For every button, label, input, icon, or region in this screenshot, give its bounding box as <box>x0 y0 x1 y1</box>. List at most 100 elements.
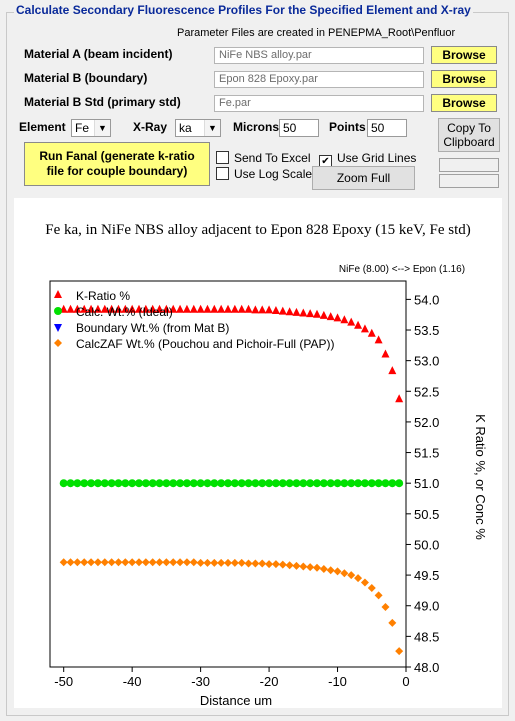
data-point <box>360 324 369 333</box>
legend-entry: K-Ratio % <box>76 289 130 303</box>
material-b-std-file-field[interactable]: Fe.par <box>214 95 424 112</box>
y-tick-label: 52.5 <box>414 384 439 399</box>
use-log-scale-checkbox[interactable]: Use Log Scale <box>216 167 312 181</box>
data-point <box>182 558 191 567</box>
data-point <box>128 479 137 488</box>
material-a-browse-button[interactable]: Browse <box>431 46 497 64</box>
data-point <box>292 307 301 316</box>
material-b-file-field[interactable]: Epon 828 Epoxy.par <box>214 71 424 88</box>
data-point <box>237 558 246 567</box>
data-point <box>73 304 82 313</box>
data-point <box>367 479 376 488</box>
data-point <box>381 349 390 358</box>
zoom-full-button[interactable]: Zoom Full <box>312 166 415 190</box>
data-point <box>326 566 335 575</box>
y-tick-label: 49.0 <box>414 599 439 614</box>
run-button-line2: file for couple boundary) <box>46 164 188 178</box>
material-b-browse-button[interactable]: Browse <box>431 70 497 88</box>
data-point <box>313 479 321 488</box>
send-to-excel-label: Send To Excel <box>234 151 311 165</box>
data-point <box>265 479 274 488</box>
parameter-files-note: Parameter Files are created in PENEPMA_R… <box>177 27 456 39</box>
data-point <box>271 306 280 315</box>
legend-marker <box>54 324 62 332</box>
element-select[interactable]: Fe ▼ <box>71 119 111 137</box>
data-point <box>217 304 226 313</box>
points-label: Points <box>329 120 366 134</box>
data-point <box>141 479 150 488</box>
chart-xlabel: Distance um <box>200 693 272 708</box>
data-point <box>80 479 89 488</box>
material-b-label: Material B (boundary) <box>24 71 148 85</box>
x-tick-label: -20 <box>260 674 279 689</box>
data-point <box>100 479 109 488</box>
material-a-label: Material A (beam incident) <box>24 47 173 61</box>
data-point <box>121 479 130 488</box>
data-point <box>230 479 239 488</box>
data-point <box>265 305 274 314</box>
data-point <box>326 312 335 321</box>
data-point <box>374 479 383 488</box>
data-point <box>244 559 253 568</box>
data-point <box>340 479 349 488</box>
data-point <box>189 304 198 313</box>
copy-to-clipboard-button[interactable]: Copy To Clipboard <box>438 118 500 152</box>
data-point <box>395 394 404 403</box>
data-point <box>80 558 89 567</box>
data-point <box>107 479 116 488</box>
data-point <box>292 479 301 488</box>
data-point <box>360 479 369 488</box>
use-log-scale-box <box>216 167 229 180</box>
data-point <box>210 479 219 488</box>
data-point <box>148 479 157 488</box>
data-point <box>107 304 116 313</box>
data-point <box>360 578 369 587</box>
data-point <box>285 479 294 488</box>
use-grid-lines-checkbox[interactable]: ✔ Use Grid Lines <box>319 151 416 168</box>
data-point <box>59 479 68 488</box>
legend-marker <box>54 307 62 315</box>
data-point <box>182 479 191 488</box>
y-tick-label: 53.5 <box>414 323 439 338</box>
data-point <box>66 304 75 313</box>
data-point <box>278 479 287 488</box>
data-point <box>169 304 178 313</box>
legend-entry: CalcZAF Wt.% (Pouchou and Pichoir-Full (… <box>76 337 335 351</box>
data-point <box>340 315 349 324</box>
y-tick-label: 54.0 <box>414 292 439 307</box>
data-point <box>114 304 123 313</box>
microns-input[interactable]: 50 <box>279 119 319 137</box>
data-point <box>244 479 253 488</box>
data-point <box>347 571 356 580</box>
use-grid-lines-label: Use Grid Lines <box>337 151 417 165</box>
data-point <box>333 479 342 488</box>
data-point <box>203 558 212 567</box>
data-point <box>271 560 280 569</box>
data-point <box>340 569 349 578</box>
points-input[interactable]: 50 <box>367 119 407 137</box>
data-point <box>319 479 328 488</box>
data-point <box>313 309 321 318</box>
plot-area: Fe ka, in NiFe NBS alloy adjacent to Epo… <box>14 198 502 708</box>
y-tick-label: 49.5 <box>414 568 439 583</box>
xray-select[interactable]: ka ▼ <box>175 119 221 137</box>
material-a-file-field[interactable]: NiFe NBS alloy.par <box>214 47 424 64</box>
data-point <box>80 304 89 313</box>
send-to-excel-checkbox[interactable]: Send To Excel <box>216 151 311 165</box>
data-point <box>388 618 397 627</box>
data-point <box>271 479 280 488</box>
run-fanal-button[interactable]: Run Fanal (generate k-ratio file for cou… <box>24 142 210 186</box>
data-point <box>182 304 191 313</box>
data-point <box>217 558 226 567</box>
use-log-scale-label: Use Log Scale <box>234 167 313 181</box>
data-point <box>189 479 198 488</box>
y-tick-label: 52.0 <box>414 415 439 430</box>
run-button-line1: Run Fanal (generate k-ratio <box>39 149 195 163</box>
data-point <box>395 647 404 656</box>
material-b-std-browse-button[interactable]: Browse <box>431 94 497 112</box>
data-point <box>354 479 363 488</box>
data-point <box>251 305 260 314</box>
legend-marker <box>54 290 62 298</box>
data-point <box>114 558 123 567</box>
